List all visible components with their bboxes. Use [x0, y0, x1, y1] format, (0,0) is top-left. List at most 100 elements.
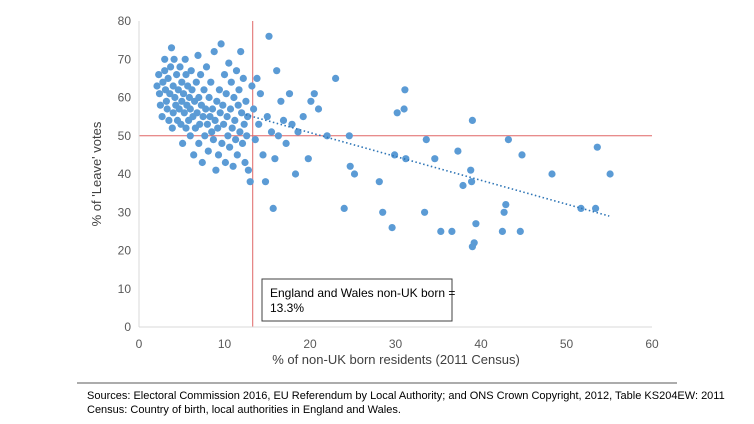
data-point [194, 51, 202, 60]
data-point [261, 178, 270, 186]
data-point [400, 105, 408, 113]
data-point [163, 105, 171, 113]
data-point [229, 162, 237, 170]
data-point [243, 132, 251, 140]
data-point [472, 220, 480, 228]
data-point [237, 48, 245, 56]
data-point [207, 78, 215, 86]
data-point [214, 151, 223, 159]
data-point [213, 97, 221, 105]
data-point [251, 136, 259, 144]
data-point [307, 97, 315, 105]
source-note-line-1: Sources: Electoral Commission 2016, EU R… [87, 390, 725, 402]
data-point [202, 63, 211, 71]
data-point [153, 82, 161, 90]
data-point [168, 124, 176, 132]
data-point [203, 120, 211, 128]
data-point [171, 93, 179, 102]
data-point [241, 158, 249, 167]
data-point [217, 40, 225, 48]
data-point [220, 120, 228, 128]
data-point [340, 204, 348, 212]
data-points [153, 32, 614, 251]
data-point [165, 116, 173, 124]
data-point [606, 170, 614, 178]
data-point [188, 86, 196, 94]
data-point [504, 136, 512, 144]
data-point [232, 67, 241, 75]
data-point [158, 113, 166, 121]
data-point [468, 178, 476, 186]
data-point [192, 78, 200, 86]
x-axis-title: % of non-UK born residents (2011 Census) [272, 352, 520, 367]
data-point [205, 93, 213, 102]
data-point [197, 71, 205, 79]
data-point [176, 63, 184, 71]
data-point [273, 67, 281, 75]
x-tick-label: 0 [136, 337, 143, 351]
callout-line-1: England and Wales non-UK born = [270, 286, 455, 300]
y-tick-label: 80 [118, 14, 132, 28]
data-point [248, 82, 256, 90]
data-point [219, 101, 227, 109]
data-point [199, 113, 207, 121]
data-point [208, 105, 217, 113]
data-point [177, 120, 185, 128]
data-point [175, 105, 183, 113]
trendline [245, 113, 610, 217]
y-tick-label: 50 [118, 129, 132, 143]
data-point [470, 239, 478, 247]
data-point [265, 32, 273, 40]
data-point [182, 124, 190, 132]
data-point [204, 147, 212, 155]
y-tick-label: 30 [118, 205, 132, 219]
x-tick-label: 20 [303, 337, 317, 351]
data-point [232, 136, 240, 144]
data-point [193, 109, 201, 117]
data-point [208, 128, 216, 136]
data-point [235, 86, 243, 94]
data-point [206, 113, 214, 121]
data-point [240, 120, 248, 128]
data-point [577, 204, 585, 212]
data-point [214, 124, 222, 132]
data-point [215, 86, 223, 94]
data-point [211, 116, 219, 124]
data-point [201, 132, 209, 140]
data-point [267, 128, 276, 136]
data-point [279, 116, 288, 124]
data-point [196, 120, 204, 128]
data-point [242, 97, 250, 105]
data-point [332, 74, 340, 82]
data-point [161, 67, 169, 75]
y-tick-label: 0 [124, 320, 131, 334]
data-point [393, 109, 401, 117]
y-tick-label: 10 [118, 282, 132, 296]
data-point [233, 151, 241, 159]
data-point [518, 151, 526, 159]
data-point [375, 178, 383, 186]
data-point [310, 90, 318, 98]
data-point [346, 162, 354, 170]
callout-frame [261, 278, 453, 322]
data-point [167, 44, 176, 52]
data-point [274, 132, 282, 140]
data-point [291, 170, 300, 178]
data-point [304, 155, 312, 163]
data-point [236, 128, 244, 136]
data-point [221, 158, 229, 167]
data-point [224, 132, 232, 140]
data-point [454, 147, 462, 155]
data-point [401, 86, 409, 94]
data-point [216, 109, 224, 117]
data-point [178, 97, 186, 105]
data-point [288, 120, 296, 128]
data-point [345, 132, 353, 140]
data-point [238, 139, 247, 147]
data-point [592, 204, 600, 212]
data-point [195, 93, 203, 102]
data-point [210, 48, 218, 56]
data-point [185, 93, 193, 102]
data-point [498, 227, 506, 235]
data-point [253, 74, 261, 82]
